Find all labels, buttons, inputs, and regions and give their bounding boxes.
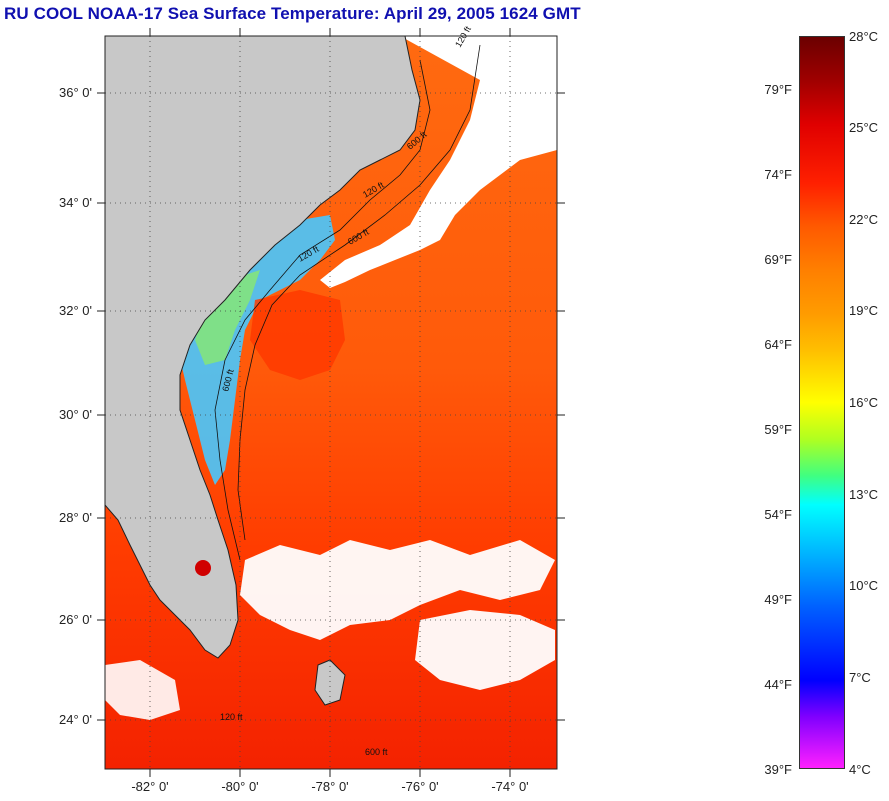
- cool-shelf-water: [178, 215, 335, 485]
- colorbar-celsius-label: 7°C: [849, 670, 871, 685]
- longitude-label: -80° 0': [221, 779, 259, 794]
- temperature-colorbar: [799, 36, 845, 769]
- lake-okeechobee: [195, 560, 211, 576]
- colorbar-fahrenheit-label: 49°F: [764, 592, 792, 607]
- colorbar-fahrenheit-label: 39°F: [764, 762, 792, 777]
- isobath-120ft: [214, 59, 431, 561]
- longitude-label: -74° 0': [491, 779, 529, 794]
- cloud-cover-gulf: [105, 660, 180, 720]
- colorbar-fahrenheit-label: 74°F: [764, 167, 792, 182]
- colorbar-fahrenheit-label: 54°F: [764, 507, 792, 522]
- latitude-label: 36° 0': [59, 85, 92, 100]
- colorbar-celsius-label: 25°C: [849, 120, 879, 135]
- graticule: [105, 36, 557, 769]
- greenish-shelf-water: [195, 270, 260, 365]
- isobath-label: 120 ft: [220, 712, 243, 722]
- latitude-label: 26° 0': [59, 612, 92, 627]
- map-title: RU COOL NOAA-17 Sea Surface Temperature:…: [4, 4, 581, 23]
- colorbar-celsius-label: 10°C: [849, 578, 879, 593]
- colorbar-fahrenheit-label: 59°F: [764, 422, 792, 437]
- colorbar-fahrenheit-label: 69°F: [764, 252, 792, 267]
- longitude-label: -78° 0': [311, 779, 349, 794]
- latitude-label: 30° 0': [59, 407, 92, 422]
- colorbar-celsius-label: 28°C: [849, 29, 879, 44]
- isobath-600ft: [237, 44, 481, 541]
- gulf-stream-core: [250, 290, 345, 380]
- colorbar-celsius-label: 16°C: [849, 395, 879, 410]
- isobath-label: 600 ft: [365, 747, 388, 757]
- cloud-cover-east: [415, 610, 555, 690]
- latitude-label: 34° 0': [59, 195, 92, 210]
- colorbar-celsius-label: 22°C: [849, 212, 879, 227]
- longitude-label: -82° 0': [131, 779, 169, 794]
- colorbar-celsius-label: 19°C: [849, 303, 879, 318]
- axis-ticks: [97, 28, 565, 777]
- longitude-label: -76° 0': [401, 779, 439, 794]
- cloud-cover-north: [320, 36, 557, 288]
- land-bahamas: [314, 659, 346, 706]
- colorbar-fahrenheit-label: 79°F: [764, 82, 792, 97]
- colorbar-celsius-label: 13°C: [849, 487, 879, 502]
- colorbar-fahrenheit-label: 64°F: [764, 337, 792, 352]
- map-frame: [104, 35, 558, 770]
- latitude-label: 32° 0': [59, 303, 92, 318]
- colorbar-fahrenheit-label: 44°F: [764, 677, 792, 692]
- cloud-cover-south: [240, 540, 555, 640]
- latitude-label: 24° 0': [59, 712, 92, 727]
- land-us-southeast: [104, 35, 421, 659]
- latitude-label: 28° 0': [59, 510, 92, 525]
- colorbar-celsius-label: 4°C: [849, 762, 871, 777]
